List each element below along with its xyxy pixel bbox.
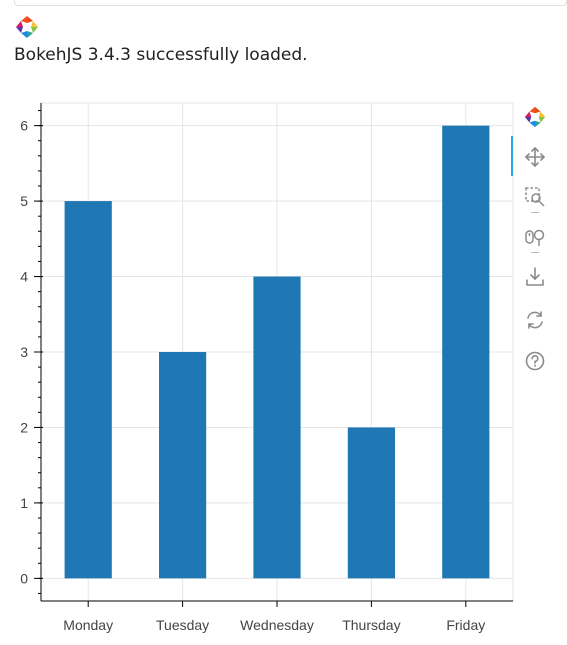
toolbar-separator <box>531 212 539 213</box>
bokeh-logo-icon <box>15 15 39 39</box>
pan-tool-button[interactable] <box>523 145 547 169</box>
pan-icon <box>525 147 545 167</box>
y-tick-label: 0 <box>20 570 28 586</box>
bar-wednesday[interactable] <box>253 276 301 579</box>
save-tool-button[interactable] <box>523 265 547 289</box>
help-tool-button[interactable] <box>523 349 547 373</box>
x-tick-label: Thursday <box>342 617 400 633</box>
toolbar-separator <box>531 252 539 253</box>
help-icon <box>525 351 545 371</box>
x-tick-label: Monday <box>63 617 113 633</box>
bokeh-status-text: BokehJS 3.4.3 successfully loaded. <box>14 45 308 65</box>
bar-tuesday[interactable] <box>159 352 207 579</box>
plot-toolbar <box>511 100 557 380</box>
y-tick-label: 3 <box>20 344 28 360</box>
save-icon <box>526 267 544 286</box>
box-zoom-tool-button[interactable] <box>523 185 547 209</box>
toolbar-bokeh-logo[interactable] <box>523 105 547 129</box>
y-tick-label: 1 <box>20 495 28 511</box>
wheel-zoom-icon <box>525 229 545 246</box>
axes: 0 1 2 3 4 5 6 Monday Tuesday Wednesday Thursday Fri… <box>20 103 513 633</box>
box-zoom-icon <box>525 187 545 207</box>
wheel-zoom-tool-button[interactable] <box>523 225 547 249</box>
y-tick-label: 6 <box>20 118 28 134</box>
y-tick-label: 4 <box>20 269 28 285</box>
x-tick-label: Wednesday <box>240 617 314 633</box>
bar-monday[interactable] <box>64 201 112 579</box>
y-tick-label: 5 <box>20 193 28 209</box>
y-tick-label: 2 <box>20 419 28 435</box>
reset-icon <box>527 311 543 329</box>
bokeh-logo-icon <box>524 106 546 128</box>
reset-tool-button[interactable] <box>523 308 547 332</box>
bars <box>64 125 490 579</box>
bar-friday[interactable] <box>442 125 490 579</box>
x-tick-label: Tuesday <box>156 617 209 633</box>
bar-thursday[interactable] <box>347 427 395 579</box>
x-tick-label: Friday <box>446 617 485 633</box>
active-tool-indicator <box>511 136 513 176</box>
